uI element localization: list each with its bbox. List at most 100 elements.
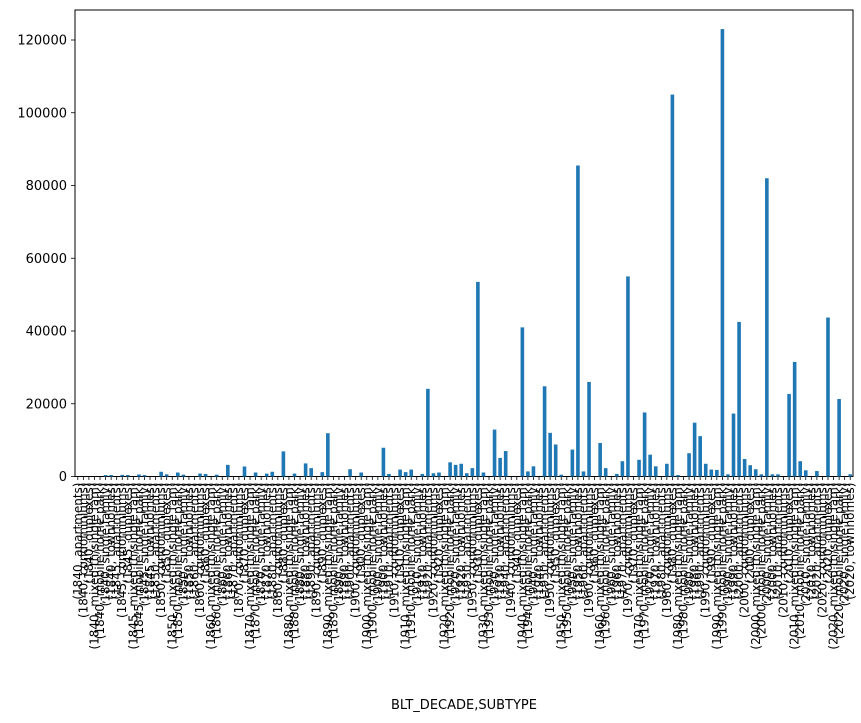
bar — [403, 472, 408, 477]
x-tick-label: (1880, single family) — [293, 483, 307, 607]
bar — [181, 474, 186, 477]
bar — [309, 468, 313, 477]
bar — [420, 473, 425, 477]
bars-group — [103, 29, 853, 477]
x-tick-label: (1860, condominiums) — [193, 483, 207, 619]
x-tick-label: (1940, mobile home park) — [521, 483, 535, 640]
bar — [720, 29, 725, 477]
x-tick-label: (2000, duplexes) — [743, 483, 757, 584]
x-tick-label: (1845, duplexes) — [121, 483, 135, 584]
x-tick-label: (1920, apartments) — [421, 483, 435, 600]
y-tick-label: 40000 — [26, 325, 67, 340]
x-tick-label: (1910, mobile home park) — [404, 482, 418, 639]
bar — [553, 444, 558, 477]
x-tick-label: (1980, mixed th/single fam) — [671, 483, 685, 650]
x-tick-label: (1890, apartments) — [304, 483, 318, 600]
bar — [387, 473, 391, 477]
x-tick-label: (1920, townhomes) — [454, 482, 468, 599]
x-tick-label: (1860, duplexes) — [199, 483, 213, 584]
bar — [826, 317, 830, 477]
bar — [642, 412, 647, 477]
x-tick-label: (1880, condominiums) — [271, 483, 285, 619]
x-tick-label: (1850, condominiums) — [154, 483, 168, 619]
bar — [103, 475, 108, 477]
x-tick-label: (2020, townhomes) — [843, 483, 857, 600]
x-tick-label: (2010, duplexes) — [782, 483, 796, 584]
bar — [431, 473, 436, 477]
bar — [176, 472, 180, 477]
bar — [709, 469, 714, 477]
x-tick-label: (1930, mobile home park) — [482, 483, 496, 640]
bar — [437, 472, 441, 477]
x-tick-label: (1920, mobile home park) — [443, 483, 457, 640]
bar — [748, 465, 752, 477]
bar — [703, 463, 708, 477]
x-tick-label: (1900, single family) — [371, 483, 385, 607]
x-tick-label: (1870, condominiums) — [232, 483, 246, 619]
x-tick-label: (1850, townhomes) — [182, 483, 196, 600]
bar — [526, 471, 530, 477]
x-tick-label: (1940, condominiums) — [504, 483, 518, 619]
bar — [715, 469, 719, 477]
x-tick-label: (1990, duplexes) — [704, 483, 718, 584]
bar — [242, 466, 247, 477]
x-tick-label: (1880, duplexes) — [276, 483, 290, 584]
x-tick-label: (1840, mobile home park) — [93, 483, 107, 640]
x-tick-label: (1910, apartments) — [382, 483, 396, 600]
bar — [737, 321, 741, 477]
x-tick-label: (1910, townhomes) — [415, 483, 429, 600]
bar — [198, 473, 202, 477]
x-tick-label: (2020, single family) — [838, 483, 852, 607]
bar — [498, 457, 502, 477]
bar — [548, 432, 552, 477]
x-tick-label: (1960, condominiums) — [582, 483, 596, 619]
x-tick-label: (1850, single family) — [176, 483, 190, 607]
bar — [281, 451, 286, 477]
x-tick-label: (1920, single family) — [449, 483, 463, 607]
x-tick-label: (2020, apartments) — [810, 483, 824, 600]
x-tick-label: (2010, mixed th/single fam) — [788, 483, 802, 650]
x-tick-label: (2000, single family) — [760, 483, 774, 607]
x-tick-label: (2020, mobile home park) — [832, 483, 846, 640]
x-tick-label: (2000, apartments) — [732, 483, 746, 600]
x-tick-label: (1890, mixed th/single fam) — [321, 483, 335, 650]
bar — [453, 464, 458, 477]
x-axis-label: BLT_DECADE,SUBTYPE — [391, 698, 537, 713]
bar — [542, 386, 547, 477]
x-tick-label: (2020, mixed th/single fam) — [827, 483, 841, 650]
x-tick-label: (1950, single family) — [565, 483, 579, 607]
bar — [815, 471, 819, 477]
y-tick-label: 80000 — [26, 179, 67, 194]
bar — [598, 443, 602, 477]
bar — [653, 466, 658, 477]
x-tick-label: (1970, mobile home park) — [638, 483, 652, 640]
x-tick-label: (1910, mixed th/single fam) — [399, 483, 413, 650]
x-tick-label: (1980, mobile home park) — [677, 483, 691, 640]
x-tick-label: (1860, apartments) — [187, 483, 201, 600]
bar — [665, 463, 669, 477]
x-tick-label: (1880, townhomes) — [299, 483, 313, 600]
bar — [787, 393, 791, 477]
x-tick-label: (1900, apartments) — [343, 483, 357, 600]
y-tick-label: 120000 — [17, 34, 67, 49]
x-tick-label: (1940, townhomes) — [532, 483, 546, 600]
bar — [626, 276, 630, 477]
bar — [798, 461, 803, 477]
bar — [292, 473, 297, 477]
x-tick-label: (1970, mixed th/single fam) — [632, 483, 646, 650]
bar — [576, 165, 580, 477]
x-tick-label: (1850, apartments) — [149, 483, 163, 600]
x-tick-label: (1970, condominiums) — [621, 483, 635, 619]
x-tick-label: (1980, condominiums) — [660, 483, 674, 619]
x-tick-label: (1900, condominiums) — [349, 483, 363, 619]
x-tick-label: (1870, duplexes) — [237, 483, 251, 584]
bar — [803, 470, 808, 477]
bar — [320, 472, 325, 477]
bar — [109, 475, 113, 477]
x-tick-label: (1870, townhomes) — [260, 483, 274, 600]
x-tick-label: (1930, condominiums) — [465, 482, 479, 618]
x-tick-label: (1890, single family) — [332, 483, 346, 607]
x-tick-label: (1960, apartments) — [576, 483, 590, 600]
bar — [503, 451, 508, 477]
